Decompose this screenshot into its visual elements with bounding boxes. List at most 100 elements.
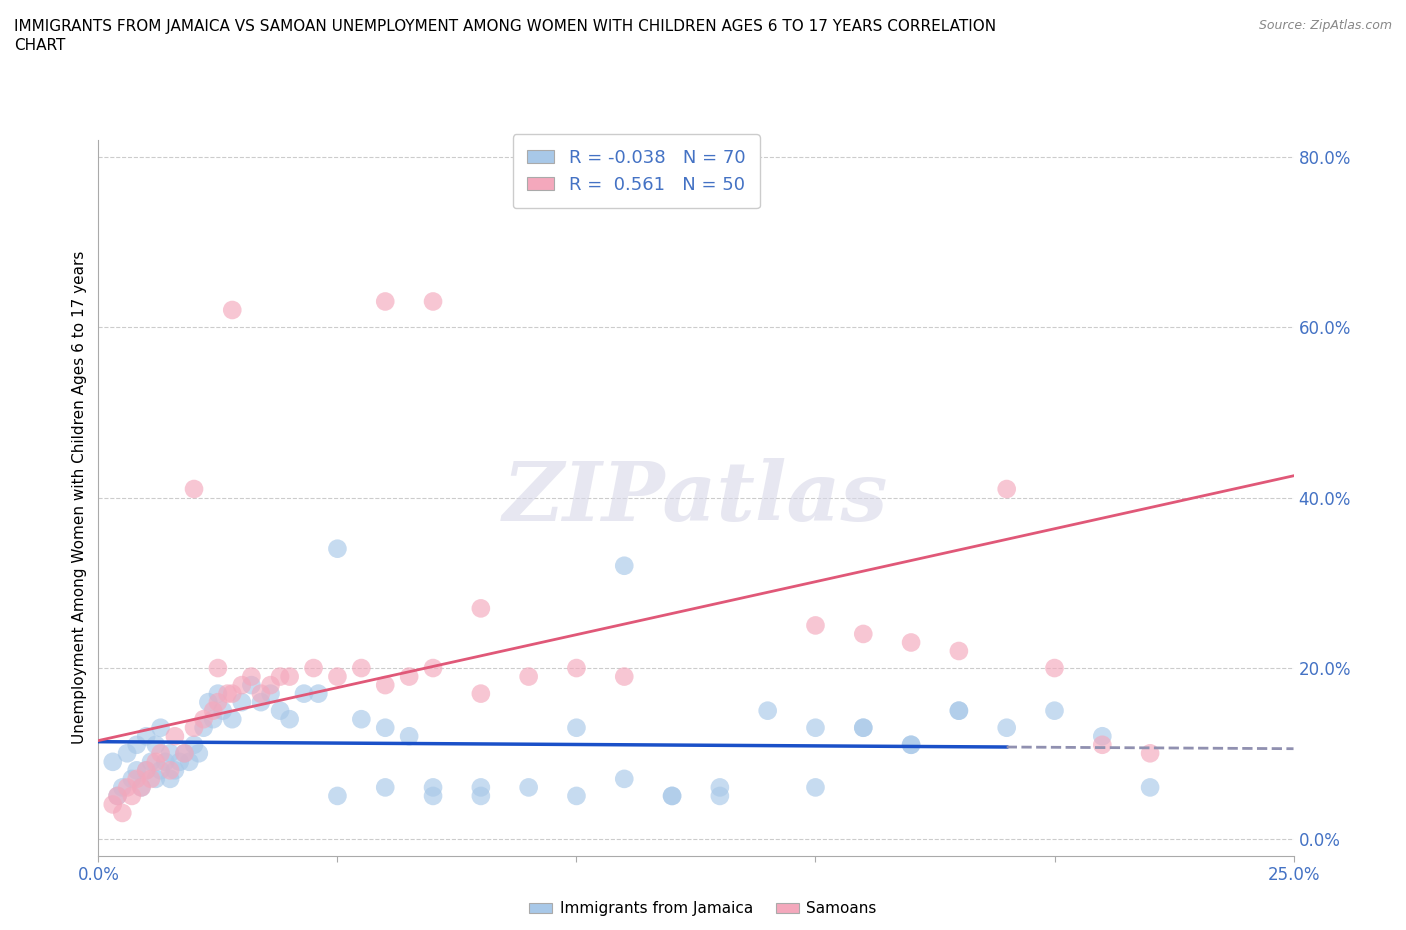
Point (292, 686, 315, 701)
Point (111, 780, 134, 795)
Point (250, 686, 273, 701)
Point (221, 302, 243, 317)
Point (259, 678, 281, 693)
Point (240, 670, 263, 684)
Point (149, 721, 172, 736)
Point (139, 754, 162, 769)
Point (278, 670, 301, 684)
Point (517, 780, 540, 795)
Point (1091, 737, 1114, 752)
Point (135, 729, 157, 744)
Point (307, 686, 329, 701)
Point (163, 729, 186, 744)
Point (193, 711, 215, 726)
Point (661, 789, 683, 804)
Point (159, 772, 181, 787)
Point (259, 686, 281, 701)
Point (995, 482, 1018, 497)
Y-axis label: Unemployment Among Women with Children Ages 6 to 17 years: Unemployment Among Women with Children A… (72, 251, 87, 744)
Text: ZIPatlas: ZIPatlas (503, 458, 889, 538)
Point (135, 763, 157, 777)
Point (565, 789, 588, 804)
Text: IMMIGRANTS FROM JAMAICA VS SAMOAN UNEMPLOYMENT AMONG WOMEN WITH CHILDREN AGES 6 : IMMIGRANTS FROM JAMAICA VS SAMOAN UNEMPL… (14, 19, 997, 53)
Point (135, 763, 157, 777)
Point (139, 772, 162, 787)
Point (145, 772, 167, 787)
Point (302, 660, 325, 675)
Point (1139, 780, 1161, 795)
Point (169, 754, 191, 769)
Point (326, 789, 349, 804)
Point (183, 482, 205, 497)
Point (517, 670, 540, 684)
Point (350, 660, 373, 675)
Point (565, 660, 588, 675)
Point (121, 772, 143, 787)
Legend: R = -0.038   N = 70, R =  0.561   N = 50: R = -0.038 N = 70, R = 0.561 N = 50 (513, 134, 759, 208)
Point (1043, 660, 1066, 675)
Point (121, 789, 143, 804)
Point (149, 746, 172, 761)
Point (422, 780, 444, 795)
Point (900, 737, 922, 752)
Point (1043, 703, 1066, 718)
Point (374, 678, 396, 693)
Point (852, 721, 875, 736)
Point (250, 695, 273, 710)
Point (709, 780, 731, 795)
Point (107, 789, 129, 804)
Point (231, 695, 253, 710)
Point (470, 601, 492, 616)
Point (221, 686, 243, 701)
Point (948, 703, 970, 718)
Point (179, 754, 201, 769)
Point (613, 772, 636, 787)
Point (211, 703, 233, 718)
Point (661, 789, 683, 804)
Point (470, 789, 492, 804)
Point (1139, 746, 1161, 761)
Point (159, 746, 181, 761)
Point (804, 721, 827, 736)
Point (217, 686, 239, 701)
Point (422, 789, 444, 804)
Point (900, 737, 922, 752)
Point (111, 805, 134, 820)
Point (565, 721, 588, 736)
Point (613, 670, 636, 684)
Point (101, 754, 124, 769)
Point (183, 721, 205, 736)
Point (197, 695, 219, 710)
Point (202, 711, 225, 726)
Point (756, 703, 779, 718)
Point (852, 721, 875, 736)
Point (852, 627, 875, 642)
Point (145, 754, 167, 769)
Point (107, 789, 129, 804)
Point (202, 703, 225, 718)
Point (948, 703, 970, 718)
Point (207, 660, 229, 675)
Point (115, 746, 138, 761)
Point (163, 763, 186, 777)
Point (240, 678, 263, 693)
Point (374, 721, 396, 736)
Point (115, 780, 138, 795)
Point (422, 660, 444, 675)
Point (1091, 729, 1114, 744)
Legend: Immigrants from Jamaica, Samoans: Immigrants from Jamaica, Samoans (523, 896, 883, 923)
Point (470, 780, 492, 795)
Point (269, 670, 291, 684)
Point (350, 711, 373, 726)
Point (804, 618, 827, 633)
Point (131, 780, 153, 795)
Point (374, 780, 396, 795)
Point (374, 294, 396, 309)
Point (155, 754, 177, 769)
Point (145, 737, 167, 752)
Point (187, 746, 209, 761)
Point (159, 763, 181, 777)
Point (422, 294, 444, 309)
Point (125, 763, 148, 777)
Point (995, 721, 1018, 736)
